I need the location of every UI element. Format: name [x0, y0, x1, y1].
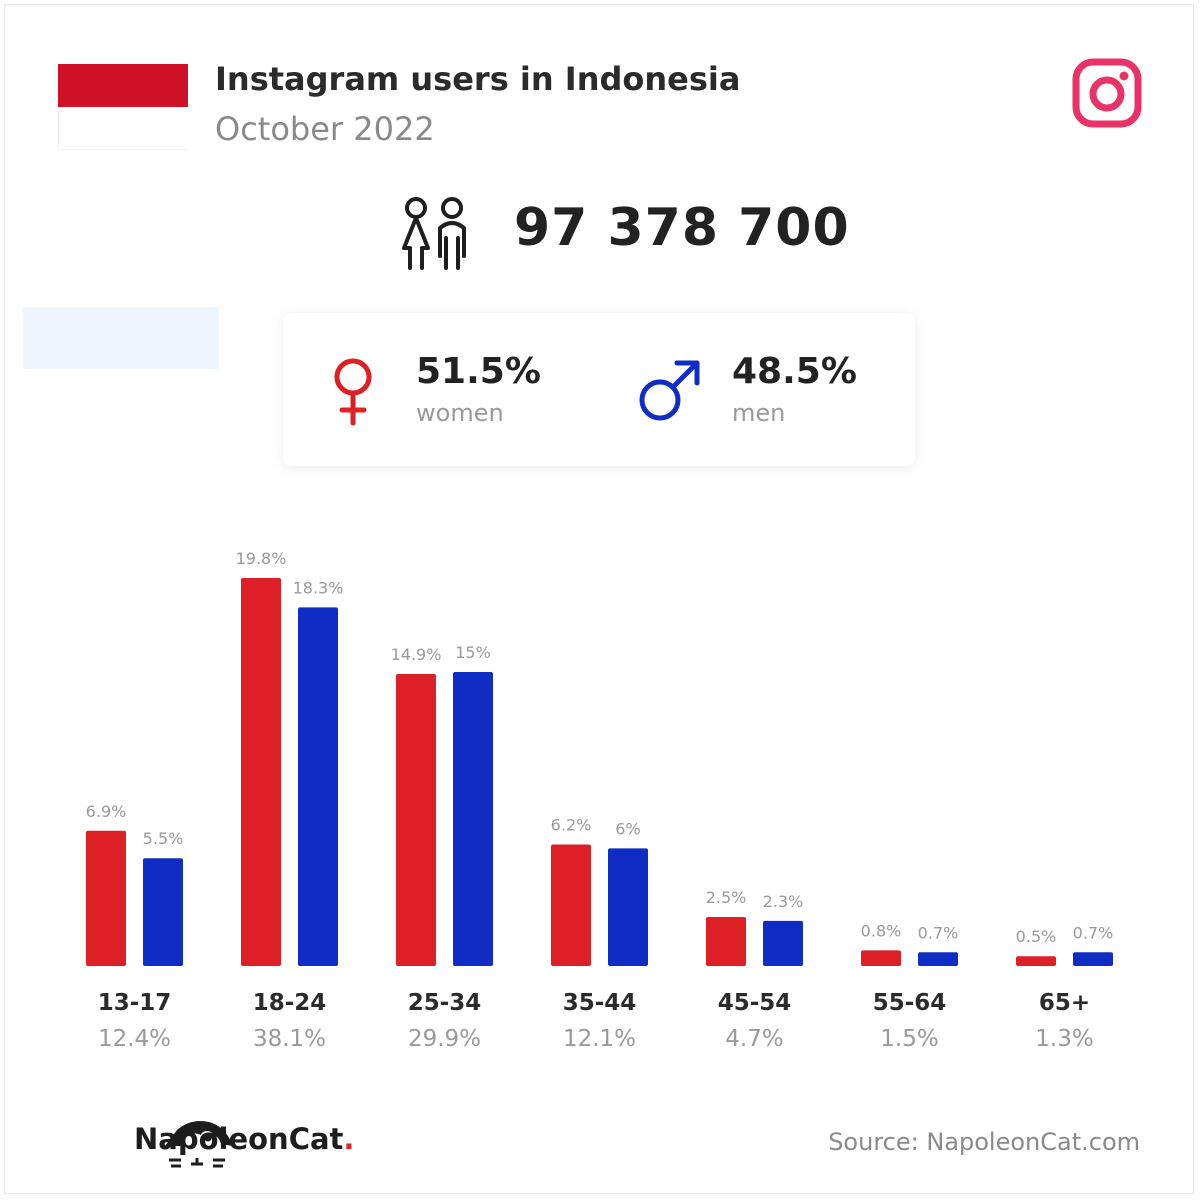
category-total-65+: 1.3% — [1035, 1026, 1093, 1052]
data-label-women-13-17: 6.9% — [86, 802, 127, 821]
bar-men-45-54 — [763, 920, 803, 966]
people-icon — [402, 197, 466, 270]
page-title: Instagram users in Indonesia — [215, 60, 741, 98]
data-label-men-45-54: 2.3% — [763, 892, 804, 911]
category-total-45-54: 4.7% — [725, 1026, 783, 1052]
bar-women-65+ — [1016, 956, 1056, 966]
bar-men-13-17 — [143, 858, 183, 966]
bar-men-35-44 — [608, 848, 648, 966]
bar-men-18-24 — [298, 607, 338, 966]
men-percentage: 48.5% — [732, 351, 857, 392]
category-total-25-34: 29.9% — [408, 1026, 481, 1052]
brand-name: NapoleonCat. — [134, 1122, 355, 1156]
total-users-value: 97 378 700 — [514, 198, 850, 258]
bar-women-35-44 — [551, 844, 591, 966]
category-total-18-24: 38.1% — [253, 1026, 326, 1052]
category-label-45-54: 45-54 — [718, 990, 792, 1016]
page-subtitle: October 2022 — [215, 110, 435, 148]
category-total-13-17: 12.4% — [98, 1026, 171, 1052]
indonesia-flag-icon — [58, 64, 188, 150]
card-frame — [4, 4, 1194, 1194]
data-label-women-35-44: 6.2% — [551, 816, 592, 835]
bar-men-25-34 — [453, 672, 493, 966]
placeholder-box — [23, 307, 219, 369]
bar-women-45-54 — [706, 917, 746, 966]
bar-women-13-17 — [86, 830, 126, 966]
women-percentage: 51.5% — [416, 351, 541, 392]
data-label-men-18-24: 18.3% — [293, 578, 344, 597]
women-label: women — [416, 399, 504, 427]
category-label-65+: 65+ — [1039, 990, 1090, 1016]
category-total-55-64: 1.5% — [880, 1026, 938, 1052]
data-label-women-55-64: 0.8% — [861, 921, 902, 940]
category-label-55-64: 55-64 — [873, 990, 947, 1016]
male-symbol-icon — [639, 360, 700, 421]
instagram-icon — [1072, 58, 1142, 128]
category-label-35-44: 35-44 — [563, 990, 637, 1016]
data-label-men-65+: 0.7% — [1073, 923, 1114, 942]
category-label-25-34: 25-34 — [408, 990, 482, 1016]
napoleoncat-logo-icon — [165, 1121, 233, 1168]
female-symbol-icon — [334, 358, 372, 426]
bar-men-55-64 — [918, 952, 958, 966]
data-label-women-45-54: 2.5% — [706, 888, 747, 907]
data-label-men-55-64: 0.7% — [918, 923, 959, 942]
data-label-men-35-44: 6% — [615, 819, 640, 838]
data-label-women-25-34: 14.9% — [391, 645, 442, 664]
data-label-men-25-34: 15% — [455, 643, 491, 662]
data-label-women-18-24: 19.8% — [236, 549, 287, 568]
category-label-13-17: 13-17 — [98, 990, 172, 1016]
bar-men-65+ — [1073, 952, 1113, 966]
data-label-women-65+: 0.5% — [1016, 927, 1057, 946]
men-label: men — [732, 399, 786, 427]
data-label-men-13-17: 5.5% — [143, 829, 184, 848]
bar-women-25-34 — [396, 674, 436, 966]
source-note: Source: NapoleonCat.com — [828, 1128, 1140, 1156]
bar-women-18-24 — [241, 578, 281, 966]
bar-women-55-64 — [861, 950, 901, 966]
category-total-35-44: 12.1% — [563, 1026, 636, 1052]
gender-split-card: 51.5% women 48.5% men — [283, 313, 915, 466]
category-label-18-24: 18-24 — [253, 990, 327, 1016]
